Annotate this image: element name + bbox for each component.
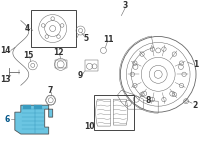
Text: 10: 10 (84, 122, 95, 131)
Text: 4: 4 (25, 24, 30, 33)
Text: 8: 8 (146, 96, 151, 105)
Bar (23, 105, 31, 109)
Text: 2: 2 (192, 101, 198, 110)
Text: 9: 9 (78, 71, 83, 80)
Bar (85, 60, 98, 71)
Bar (31, 10, 76, 47)
Text: 5: 5 (84, 34, 89, 43)
Text: 15: 15 (24, 51, 34, 60)
Text: 3: 3 (123, 1, 128, 10)
Text: 11: 11 (103, 35, 114, 44)
Bar (55, 60, 67, 68)
Text: 12: 12 (53, 48, 64, 57)
Text: 1: 1 (193, 60, 199, 69)
Text: 13: 13 (1, 75, 11, 84)
Text: 7: 7 (48, 86, 53, 95)
Text: 6: 6 (4, 115, 9, 124)
Polygon shape (15, 105, 53, 134)
Bar (94, 95, 134, 130)
Text: 14: 14 (1, 46, 11, 55)
Bar (34, 105, 42, 109)
